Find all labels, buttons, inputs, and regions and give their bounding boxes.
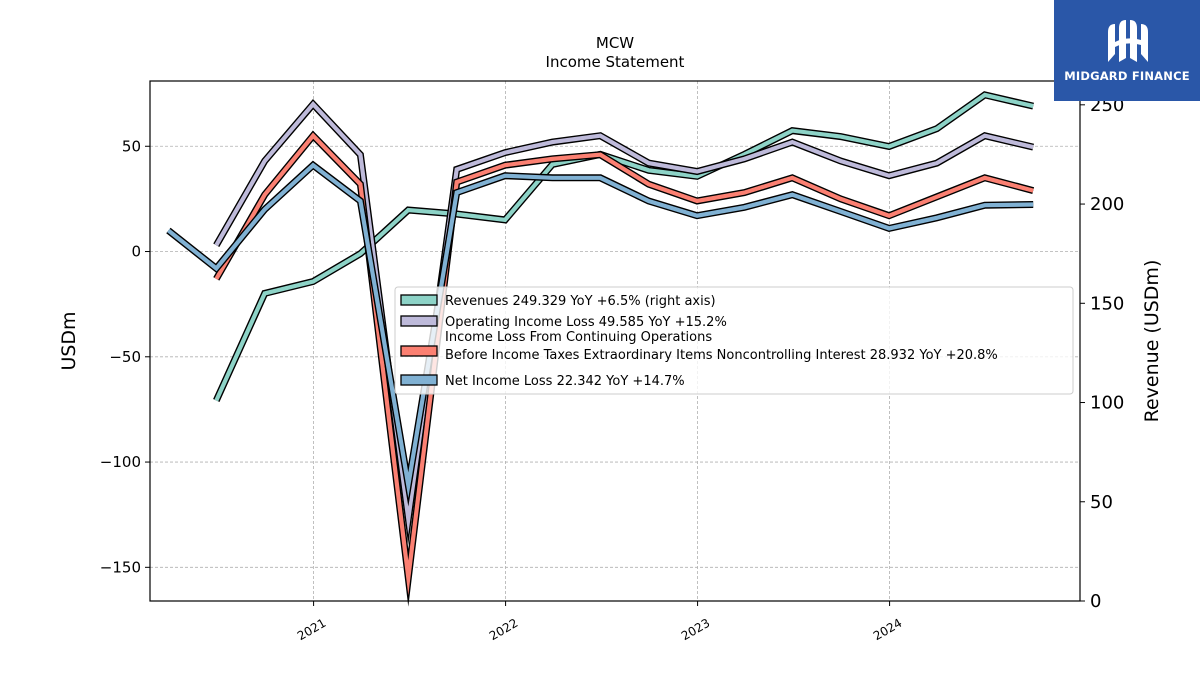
series-3 bbox=[166, 160, 1034, 507]
left-tick-label: −150 bbox=[100, 558, 141, 576]
series-line bbox=[167, 162, 1034, 498]
legend-label-line: Before Income Taxes Extraordinary Items … bbox=[445, 348, 998, 363]
series-line bbox=[214, 101, 1034, 535]
legend-label-revenues: Revenues 249.329 YoY +6.5% (right axis) bbox=[445, 294, 716, 309]
legend-label-operating-income: Operating Income Loss 49.585 YoY +15.2% bbox=[445, 315, 727, 330]
logo-text: MIDGARD FINANCE bbox=[1064, 69, 1190, 83]
chart-subtitle: Income Statement bbox=[546, 53, 685, 71]
legend-swatch-revenues bbox=[400, 294, 438, 306]
series-line bbox=[214, 92, 1034, 402]
left-axis-ticks: −150 −100 −50 0 50 bbox=[100, 137, 150, 576]
legend-label-net-income: Net Income Loss 22.342 YoY +14.7% bbox=[445, 374, 685, 389]
chart-title: MCW bbox=[596, 34, 634, 52]
right-tick-label: 200 bbox=[1090, 194, 1124, 215]
legend-entry-pretax-income: Income Loss From Continuing Operations Be… bbox=[400, 330, 998, 363]
x-tick-label: 2022 bbox=[487, 616, 520, 643]
y-axis-label-left: USDm bbox=[58, 311, 80, 370]
legend: Revenues 249.329 YoY +6.5% (right axis) … bbox=[394, 286, 1074, 395]
left-tick-label: 0 bbox=[131, 243, 141, 261]
midgard-finance-logo: MIDGARD FINANCE bbox=[1054, 0, 1200, 101]
right-tick-label: 0 bbox=[1090, 591, 1101, 612]
left-tick-label: −100 bbox=[100, 453, 141, 471]
series-1 bbox=[213, 98, 1035, 546]
legend-box bbox=[394, 286, 1074, 395]
legend-swatch-pretax-income bbox=[400, 345, 438, 357]
plot-frame bbox=[149, 80, 1081, 602]
legend-entry-net-income: Net Income Loss 22.342 YoY +14.7% bbox=[400, 374, 685, 389]
legend-entry-operating-income: Operating Income Loss 49.585 YoY +15.2% bbox=[400, 315, 727, 330]
x-tick-label: 2024 bbox=[871, 616, 904, 643]
right-tick-label: 150 bbox=[1090, 293, 1124, 314]
left-tick-label: −50 bbox=[109, 348, 141, 366]
x-axis-ticks: 2021 2022 2023 2024 bbox=[295, 601, 904, 643]
x-tick-label: 2023 bbox=[679, 616, 712, 643]
series-2 bbox=[213, 130, 1035, 607]
right-tick-label: 50 bbox=[1090, 492, 1113, 513]
x-tick-label: 2021 bbox=[295, 616, 328, 643]
legend-label-line: Income Loss From Continuing Operations bbox=[445, 330, 712, 345]
legend-entry-revenues: Revenues 249.329 YoY +6.5% (right axis) bbox=[400, 294, 716, 309]
midgard-logo-mark-icon bbox=[1108, 20, 1148, 62]
right-tick-label: 100 bbox=[1090, 393, 1124, 414]
legend-swatch-operating-income bbox=[400, 315, 438, 327]
series-0 bbox=[213, 91, 1034, 402]
left-tick-label: 50 bbox=[122, 137, 141, 155]
series-layer bbox=[166, 91, 1035, 607]
legend-swatch-net-income bbox=[400, 374, 438, 386]
y-axis-label-right: Revenue (USDm) bbox=[1141, 260, 1163, 423]
series-line bbox=[214, 132, 1034, 596]
legend-label-pretax-income: Income Loss From Continuing Operations Be… bbox=[445, 330, 998, 363]
